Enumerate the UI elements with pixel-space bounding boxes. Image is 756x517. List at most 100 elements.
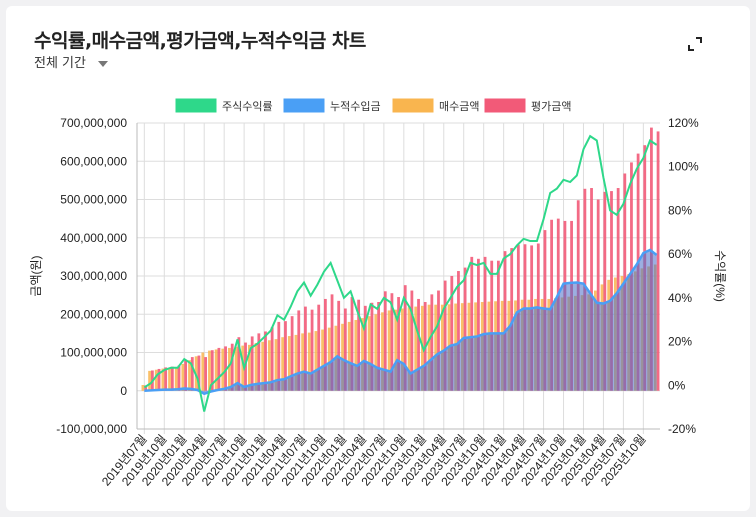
legend-swatch [392, 98, 434, 113]
bar-valuation [323, 298, 327, 391]
bar-purchase [367, 316, 371, 391]
y2-tick-label: 60% [668, 247, 692, 261]
bar-valuation [184, 360, 188, 391]
bar-purchase [154, 369, 158, 391]
bar-valuation [177, 365, 181, 391]
bar-valuation [350, 297, 354, 391]
bar-purchase [387, 310, 391, 391]
bar-purchase [361, 318, 364, 391]
bar-valuation [164, 367, 168, 391]
y-axis-title: 금액(원) [29, 255, 43, 296]
y-tick-label: 100,000,000 [60, 346, 127, 360]
line-cumulative-profit [144, 248, 658, 396]
bar-valuation [430, 294, 434, 391]
bar-valuation [443, 280, 447, 391]
bar-purchase [341, 323, 344, 391]
bar-valuation [503, 251, 507, 391]
y2-tick-label: 80% [668, 203, 692, 217]
bar-purchase [354, 319, 358, 391]
bar-purchase [440, 304, 444, 391]
bar-purchase [188, 360, 191, 391]
bar-valuation [377, 302, 381, 391]
bar-valuation [410, 290, 414, 391]
bar-valuation [450, 276, 454, 391]
period-label: 전체 기간 [34, 56, 86, 71]
bar-purchase [274, 339, 278, 391]
period-dropdown[interactable]: 전체 기간 [34, 52, 108, 71]
y-tick-label: 700,000,000 [60, 116, 127, 130]
bar-valuation [304, 306, 307, 391]
y2-tick-label: -20% [668, 422, 696, 436]
bar-purchase [414, 306, 418, 391]
y-tick-label: -100,000,000 [56, 422, 127, 436]
bar-valuation [403, 285, 407, 391]
bar-purchase [208, 350, 211, 391]
bar-purchase [168, 367, 171, 391]
chevron-down-icon [97, 60, 108, 67]
bar-purchase [307, 332, 311, 391]
bar-valuation [337, 300, 341, 391]
bar-purchase [261, 341, 265, 391]
bar-valuation [290, 316, 294, 391]
bar-valuation [357, 299, 361, 391]
bar-valuation [510, 248, 514, 391]
y2-tick-label: 0% [668, 378, 686, 392]
bar-valuation [297, 310, 301, 391]
bar-valuation [230, 343, 234, 391]
bar-valuation [157, 368, 161, 391]
bar-purchase [401, 308, 404, 391]
bar-purchase [347, 321, 351, 391]
bar-valuation [190, 357, 194, 391]
bar-valuation [463, 267, 467, 391]
bar-purchase [241, 345, 245, 391]
bar-valuation [144, 385, 148, 391]
bar-purchase [161, 368, 165, 391]
legend-label: 평가금액 [531, 100, 571, 113]
bar-valuation [237, 337, 241, 391]
bar-valuation [310, 309, 314, 391]
bar-purchase [287, 336, 291, 391]
bar-purchase [221, 348, 225, 391]
bar-valuation [330, 294, 334, 391]
bar-valuation [250, 336, 254, 391]
bar-valuation [343, 308, 347, 391]
bar-purchase [174, 367, 178, 391]
bar-valuation [610, 191, 613, 391]
bar-valuation [477, 258, 480, 391]
bar-valuation [383, 291, 387, 391]
bar-valuation [417, 298, 420, 391]
legend-label: 주식수익률 [222, 100, 273, 113]
y2-tick-label: 20% [668, 335, 692, 349]
y-tick-label: 0 [120, 384, 127, 398]
legend-label: 매수금액 [439, 100, 479, 113]
bar-valuation [496, 260, 500, 391]
bar-valuation [490, 260, 494, 391]
bar-purchase [314, 331, 318, 391]
bar-valuation [317, 304, 321, 391]
bar-purchase [374, 314, 378, 391]
legend-swatch [484, 98, 526, 113]
y2-axis-title: 수익률(%) [713, 250, 727, 302]
bar-purchase [228, 347, 231, 391]
bar-valuation [590, 188, 593, 391]
bar-valuation [363, 305, 367, 391]
area-cumulative-profit [144, 249, 657, 394]
bar-valuation [217, 347, 221, 391]
bar-purchase [267, 340, 271, 391]
bar-valuation [197, 355, 201, 391]
bar-purchase [141, 385, 145, 391]
bar-purchase [281, 337, 285, 391]
chart-title: 수익률,매수금액,평가금액,누적수익금 차트 [34, 30, 366, 52]
bar-valuation [224, 346, 227, 391]
y-tick-label: 600,000,000 [60, 154, 127, 168]
y-tick-label: 400,000,000 [60, 231, 127, 245]
bar-valuation [397, 297, 400, 391]
bar-valuation [204, 357, 208, 391]
y-tick-label: 200,000,000 [60, 307, 127, 321]
bar-valuation [370, 302, 374, 391]
expand-icon[interactable] [688, 37, 702, 51]
bar-purchase [234, 346, 238, 391]
bar-valuation [284, 321, 287, 391]
bar-purchase [254, 342, 258, 391]
